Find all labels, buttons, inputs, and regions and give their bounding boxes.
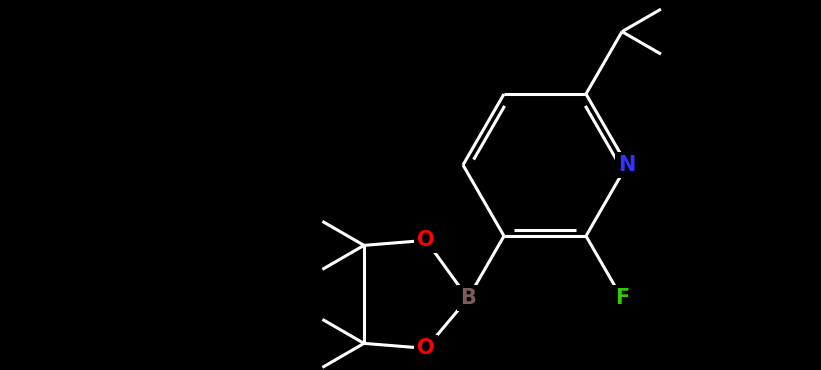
Text: N: N	[618, 155, 635, 175]
Text: B: B	[460, 288, 476, 308]
Text: O: O	[417, 339, 435, 359]
Text: F: F	[615, 288, 629, 308]
Text: O: O	[417, 231, 435, 250]
